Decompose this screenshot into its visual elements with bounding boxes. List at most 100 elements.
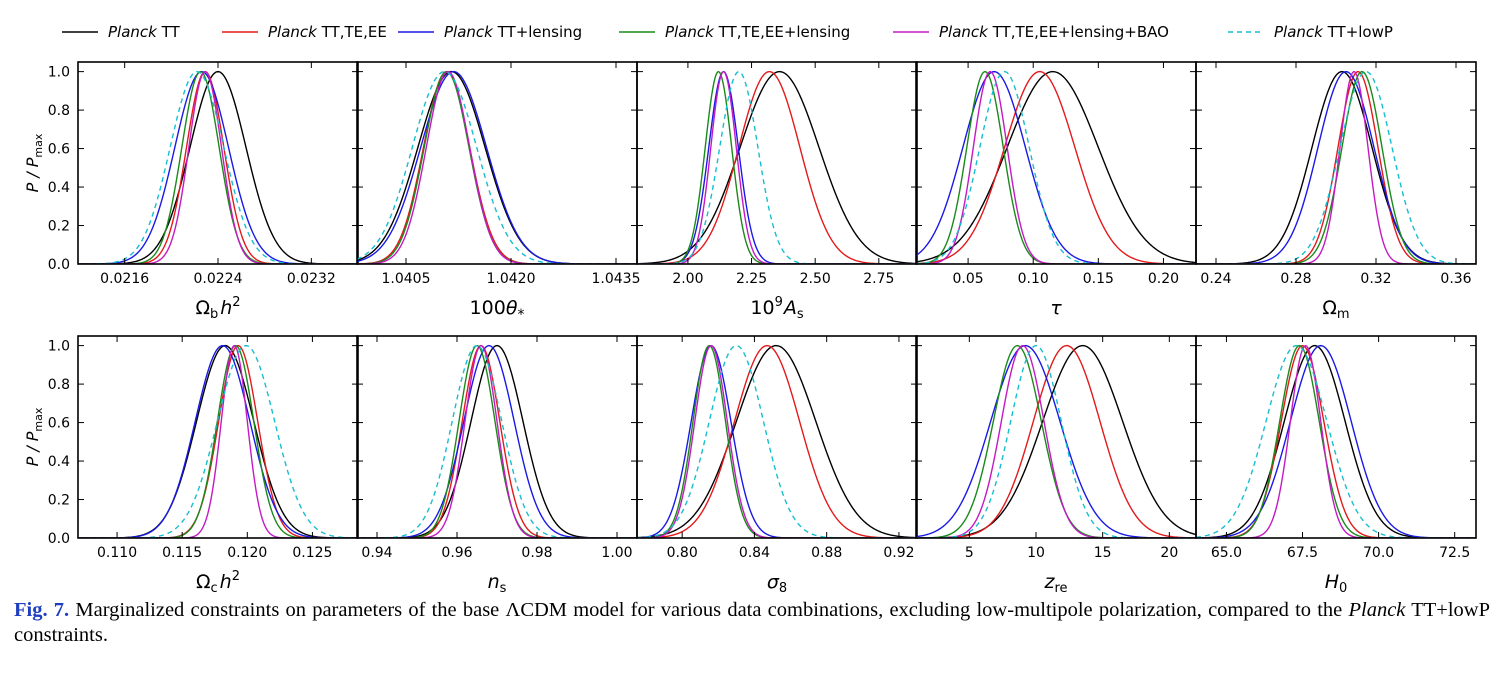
x-axis-label-part: n xyxy=(488,571,500,593)
series-curve xyxy=(916,344,1196,538)
panel-frame xyxy=(636,61,918,265)
x-tick-label: 0.80 xyxy=(667,545,698,561)
figure-caption: Fig. 7. Marginalized constraints on para… xyxy=(14,598,1490,648)
series-curve xyxy=(916,70,1196,264)
series-curve xyxy=(78,70,358,264)
curves xyxy=(637,70,917,264)
curves xyxy=(637,344,917,538)
x-tick-label: 0.92 xyxy=(883,545,914,561)
series-curve xyxy=(916,344,1196,538)
x-axis-label-part: 0 xyxy=(1339,581,1347,596)
legend-item: Planck TT+lensing xyxy=(398,23,582,41)
x-axis-label: Ωc h2 xyxy=(196,569,240,596)
series-curve xyxy=(1196,344,1476,538)
curves xyxy=(357,70,637,264)
legend-label-rest: TT,TE,EE+lensing xyxy=(714,23,850,41)
y-tick-label: 1.0 xyxy=(48,339,70,355)
x-tick-label: 0.05 xyxy=(953,271,984,287)
y-tick-label: 0.6 xyxy=(48,416,70,432)
figure: Planck TT Planck TT,TE,EE Planck TT+lensin… xyxy=(23,23,1477,596)
series-curve xyxy=(78,344,358,538)
x-tick-label: 1.0420 xyxy=(487,271,536,287)
x-tick-label: 10 xyxy=(1027,545,1045,561)
series-curve xyxy=(78,70,358,264)
series-curve xyxy=(1196,70,1476,264)
x-tick-label: 0.110 xyxy=(97,545,137,561)
series-curve xyxy=(78,344,358,538)
panel-frame xyxy=(636,335,918,539)
x-axis-label-part: Ω xyxy=(196,571,211,593)
panel-omega_c_h2: 0.0 0.2 0.4 0.6 0.8 1.0 0.110 0.115 0.120 0.125 Ωc… xyxy=(48,335,359,596)
x-tick-label: 0.24 xyxy=(1200,271,1231,287)
x-tick-label: 0.0216 xyxy=(100,271,149,287)
x-axis-label-part: A xyxy=(782,297,797,319)
series-curve xyxy=(357,344,637,538)
series-curve xyxy=(357,344,637,538)
x-tick-label: 0.0224 xyxy=(194,271,243,287)
x-tick-label: 0.0232 xyxy=(287,271,336,287)
series-curve xyxy=(1196,344,1476,538)
x-tick-label: 0.28 xyxy=(1280,271,1311,287)
series-curve xyxy=(357,70,637,264)
y-tick-label: 0.0 xyxy=(48,257,70,273)
y-tick-label: 0.2 xyxy=(48,219,70,235)
y-tick-label: 0.4 xyxy=(48,454,70,470)
x-tick-label: 70.0 xyxy=(1363,545,1394,561)
x-tick-label: 20 xyxy=(1160,545,1178,561)
legend-label: Planck TT+lowP xyxy=(1274,23,1393,41)
curves xyxy=(916,344,1196,538)
legend-item: Planck TT,TE,EE+lensing xyxy=(619,23,850,41)
x-axis-label-part: τ xyxy=(1050,297,1062,319)
panel-tau: 0.05 0.10 0.15 0.20 τ xyxy=(915,61,1197,319)
legend-label-rest: TT,TE,EE xyxy=(317,23,387,41)
legend-item: Planck TT,TE,EE+lensing+BAO xyxy=(893,23,1169,41)
legend-label-italic: Planck xyxy=(108,23,158,41)
x-axis-label-part: m xyxy=(1337,307,1350,322)
series-curve xyxy=(78,344,358,538)
x-axis-label: zre xyxy=(1043,571,1067,596)
x-axis-label-part: 9 xyxy=(775,295,783,310)
x-axis-label-part: re xyxy=(1054,581,1067,596)
x-axis-label-part: s xyxy=(797,307,804,322)
x-tick-label: 0.32 xyxy=(1360,271,1391,287)
caption-figure-label: Fig. 7. xyxy=(14,599,70,621)
series-curve xyxy=(916,344,1196,538)
x-tick-label: 0.15 xyxy=(1083,271,1114,287)
series-curve xyxy=(357,344,637,538)
curves xyxy=(78,344,358,538)
y-axis-label-main: P / P xyxy=(23,431,42,466)
panel-z_re: 5 10 15 20 zre xyxy=(915,335,1197,596)
caption-text-1: Marginalized constraints on parameters o… xyxy=(69,599,1349,621)
x-tick-label: 0.115 xyxy=(162,545,202,561)
series-curve xyxy=(637,344,917,538)
panel-Omega_m: 0.24 0.28 0.32 0.36 Ωm xyxy=(1195,61,1477,322)
y-tick-label: 1.0 xyxy=(48,65,70,81)
x-tick-label: 2.25 xyxy=(736,271,767,287)
legend-label: Planck TT+lensing xyxy=(444,23,582,41)
curves xyxy=(1196,70,1476,264)
series-curve xyxy=(78,344,358,538)
y-axis-label-sub: max xyxy=(32,133,45,157)
legend-label-italic: Planck xyxy=(268,23,318,41)
x-tick-label: 1.0405 xyxy=(382,271,431,287)
series-curve xyxy=(637,344,917,538)
series-curve xyxy=(637,70,917,264)
series-curve xyxy=(637,70,917,264)
x-tick-label: 5 xyxy=(965,545,974,561)
y-axis-label: P / Pmax xyxy=(23,133,45,192)
series-curve xyxy=(637,70,917,264)
series-curve xyxy=(78,70,358,264)
y-axis-label-main: P / P xyxy=(23,157,42,192)
x-axis-label-part: Ω xyxy=(195,297,210,319)
x-tick-label: 0.125 xyxy=(292,545,332,561)
x-axis-label: ns xyxy=(488,571,507,596)
series-curve xyxy=(1196,344,1476,538)
legend-label: Planck TT,TE,EE+lensing xyxy=(665,23,850,41)
legend-label-italic: Planck xyxy=(665,23,715,41)
panel-frame xyxy=(77,61,359,265)
x-tick-label: 65.0 xyxy=(1211,545,1242,561)
x-axis-label-part: s xyxy=(500,581,507,596)
series-curve xyxy=(916,70,1196,264)
y-tick-label: 0.8 xyxy=(48,377,70,393)
x-tick-label: 0.36 xyxy=(1440,271,1471,287)
